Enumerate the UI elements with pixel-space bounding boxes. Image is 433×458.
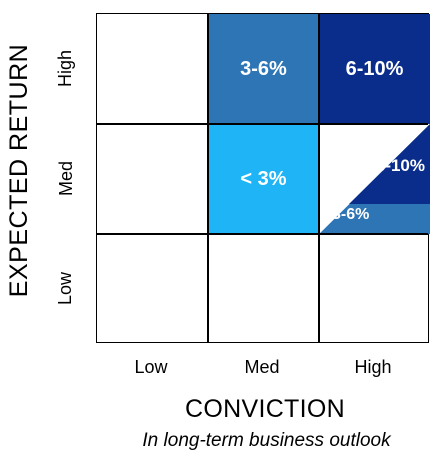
- col-label-med: Med: [244, 357, 280, 377]
- cell-med-high-upper-label: 6-10%: [375, 156, 425, 175]
- grid-divider-v2: [318, 14, 320, 342]
- cell-med-low: [97, 124, 208, 234]
- cell-low-high: [319, 234, 430, 342]
- cell-low-med: [208, 234, 319, 342]
- cell-high-high: 6-10%: [319, 14, 430, 124]
- grid-divider-v1: [207, 14, 209, 342]
- cell-med-high-lower-label: 3-6%: [332, 206, 370, 223]
- y-axis-title: EXPECTED RETURN: [5, 43, 34, 297]
- split-cell-shapes: [319, 124, 430, 234]
- row-label-med: Med: [55, 160, 76, 196]
- row-label-low: Low: [55, 271, 76, 305]
- cell-low-low: [97, 234, 208, 342]
- cell-high-high-label: 6-10%: [345, 57, 404, 80]
- cell-med-med: < 3%: [208, 124, 319, 234]
- cell-med-high: 6-10% 3-6%: [319, 124, 430, 234]
- upper-triangle: [349, 124, 430, 204]
- x-axis-title: CONVICTION: [185, 395, 345, 423]
- grid-divider-h1: [97, 123, 428, 125]
- row-label-high: High: [55, 49, 76, 87]
- cell-high-med: 3-6%: [208, 14, 319, 124]
- cell-high-med-label: 3-6%: [240, 57, 287, 80]
- x-axis-subtitle: In long-term business outlook: [142, 430, 391, 451]
- col-label-low: Low: [134, 357, 168, 377]
- col-label-high: High: [354, 357, 392, 377]
- grid-divider-h2: [97, 233, 428, 235]
- cell-med-med-label: < 3%: [240, 167, 287, 190]
- cell-high-low: [97, 14, 208, 124]
- matrix-grid: 3-6% 6-10% < 3% 6-10% 3-6%: [96, 13, 430, 343]
